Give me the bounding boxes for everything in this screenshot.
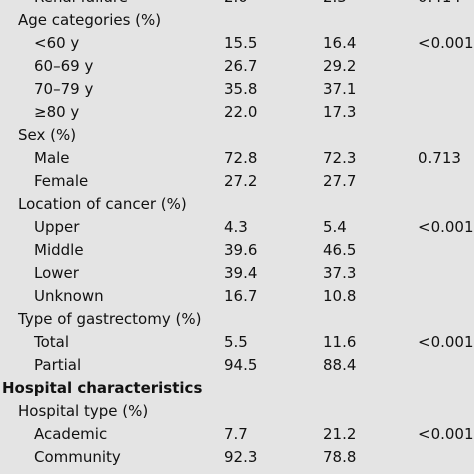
value-col-2: 21.2 [323,425,357,443]
row-label: 60–69 y [34,57,94,75]
table-row: Lower 39.4 37.3 [0,262,474,285]
value-col-2: 17.3 [323,103,357,121]
value-col-2: 88.4 [323,356,357,374]
value-col-1: 5.5 [224,333,248,351]
value-col-1: 27.2 [224,172,258,190]
value-col-2: 78.8 [323,448,357,466]
table-row: Middle 39.6 46.5 [0,239,474,262]
group-label: Location of cancer (%) [18,195,187,213]
table-row: Academic 7.7 21.2 <0.001 [0,423,474,446]
value-col-2: 72.3 [323,149,357,167]
row-label: Unknown [34,287,104,305]
row-label: Academic [34,425,108,443]
value-col-1: 72.8 [224,149,258,167]
value-col-2: 37.3 [323,264,357,282]
value-col-2: 11.6 [323,333,357,351]
value-col-1: 2.0 [224,0,248,9]
table-row: Partial 94.5 88.4 [0,354,474,377]
value-col-2: 16.4 [323,34,357,52]
value-col-1: 16.7 [224,287,258,305]
table-row: Renal failure 2.0 2.3 0.414 [0,0,474,9]
table-row: Male 72.8 72.3 0.713 [0,147,474,170]
p-value: <0.001 [418,425,474,443]
row-label: Upper [34,218,80,236]
p-value: <0.001 [418,333,474,351]
value-col-1: 4.3 [224,218,248,236]
row-label: ≥80 y [34,103,80,121]
value-col-1: 39.6 [224,241,258,259]
value-col-1: 15.5 [224,34,258,52]
table-row: Sex (%) [0,124,474,147]
group-label: Type of gastrectomy (%) [18,310,202,328]
table-row: Unknown 16.7 10.8 [0,285,474,308]
table-row: 60–69 y 26.7 29.2 [0,55,474,78]
value-col-2: 29.2 [323,57,357,75]
row-label: Male [34,149,70,167]
table-row: Hospital characteristics [0,377,474,400]
p-value: 0.414 [418,0,461,9]
row-label: Total [34,333,70,351]
value-col-1: 35.8 [224,80,258,98]
value-col-1: 22.0 [224,103,258,121]
p-value: <0.001 [418,218,474,236]
value-col-1: 92.3 [224,448,258,466]
table-row: Type of gastrectomy (%) [0,308,474,331]
row-label: Female [34,172,89,190]
value-col-2: 2.3 [323,0,347,9]
row-label: Community [34,448,121,466]
table-row: Total 5.5 11.6 <0.001 [0,331,474,354]
row-label: Partial [34,356,82,374]
value-col-1: 94.5 [224,356,258,374]
table-row: ≥80 y 22.0 17.3 [0,101,474,124]
row-label: <60 y [34,34,80,52]
value-col-1: 7.7 [224,425,248,443]
value-col-2: 46.5 [323,241,357,259]
section-heading: Hospital characteristics [2,379,203,397]
value-col-2: 5.4 [323,218,347,236]
row-label: Lower [34,264,79,282]
table-row: <60 y 15.5 16.4 <0.001 [0,32,474,55]
value-col-1: 26.7 [224,57,258,75]
table-row: 70–79 y 35.8 37.1 [0,78,474,101]
group-label: Age categories (%) [18,11,162,29]
row-label: Middle [34,241,84,259]
p-value: <0.001 [418,34,474,52]
table-row: Age categories (%) [0,9,474,32]
table-row: Location of cancer (%) [0,193,474,216]
value-col-2: 37.1 [323,80,357,98]
p-value: 0.713 [418,149,461,167]
group-label: Sex (%) [18,126,77,144]
group-label: Hospital type (%) [18,402,149,420]
table-row: Hospital type (%) [0,400,474,423]
table-row: Upper 4.3 5.4 <0.001 [0,216,474,239]
table-row: Community 92.3 78.8 [0,446,474,469]
row-label: 70–79 y [34,80,94,98]
table-row: Female 27.2 27.7 [0,170,474,193]
value-col-2: 10.8 [323,287,357,305]
row-label: Renal failure [34,0,128,9]
value-col-2: 27.7 [323,172,357,190]
value-col-1: 39.4 [224,264,258,282]
